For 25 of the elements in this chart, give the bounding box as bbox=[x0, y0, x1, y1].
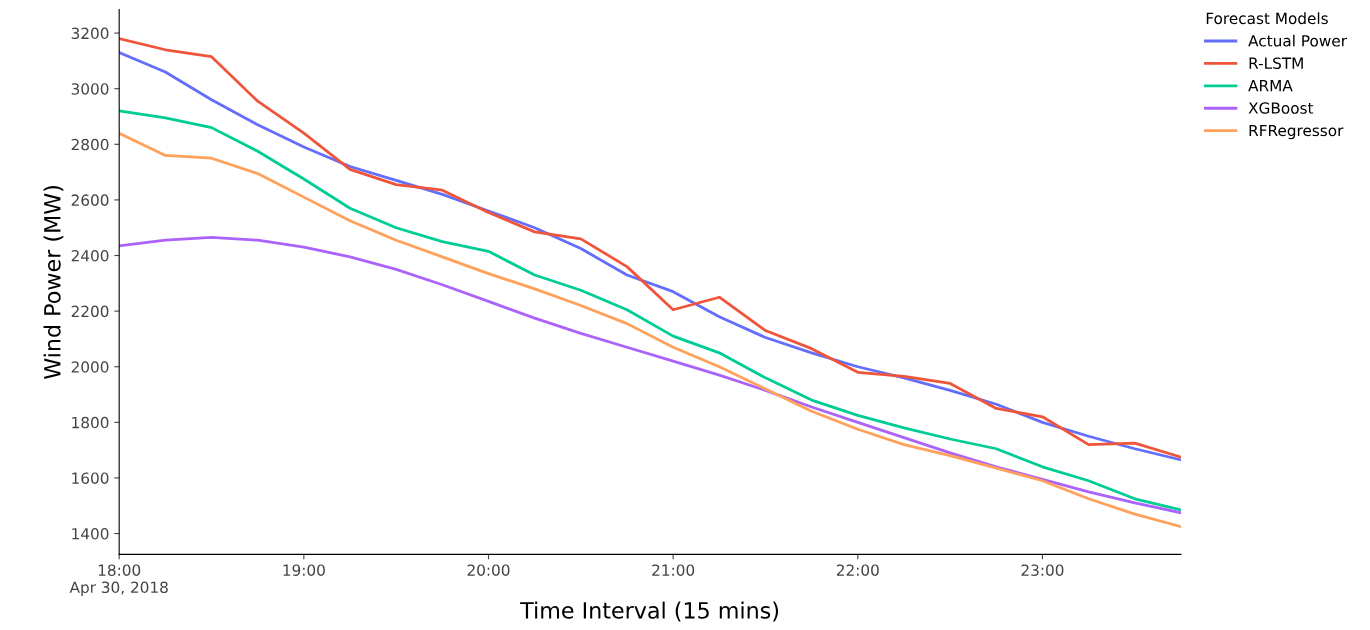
line-series bbox=[119, 236, 1181, 515]
y-tick-label: 3000 bbox=[71, 83, 109, 95]
y-tick-label: 3200 bbox=[71, 27, 109, 40]
legend-label: RFRegressor bbox=[1249, 124, 1344, 140]
legend-label: XGBoost bbox=[1248, 102, 1314, 114]
x-tick-label: 20:00 bbox=[467, 564, 510, 576]
x-tick-label: 21:00 bbox=[652, 564, 695, 576]
y-tick-label: 2000 bbox=[71, 361, 109, 373]
y-axis-title: Wind Power (MW) bbox=[43, 186, 64, 379]
y-tick-label: 1800 bbox=[72, 416, 109, 429]
legend-label: ARMA bbox=[1248, 80, 1293, 92]
x-axis-title: Time Interval (15 mins) bbox=[520, 601, 779, 622]
y-tick-label: 2600 bbox=[71, 194, 109, 206]
legend-label: Actual Power bbox=[1248, 34, 1347, 47]
y-tick-label: 1400 bbox=[72, 528, 109, 540]
y-tick-label: 2200 bbox=[71, 305, 109, 318]
x-tick-label: 23:00 bbox=[1021, 564, 1064, 576]
y-tick-label: 2800 bbox=[71, 138, 109, 151]
y-tick-label: 2400 bbox=[71, 249, 109, 262]
x-tick-label: 22:00 bbox=[836, 564, 879, 576]
x-tick-label: 19:00 bbox=[283, 564, 325, 576]
legend-title: Forecast Models bbox=[1206, 12, 1328, 25]
x-tick-label: 18:00 Apr 30, 2018 bbox=[69, 564, 168, 597]
y-tick-label: 1600 bbox=[72, 472, 109, 484]
legend-label: R-LSTM bbox=[1249, 57, 1303, 69]
